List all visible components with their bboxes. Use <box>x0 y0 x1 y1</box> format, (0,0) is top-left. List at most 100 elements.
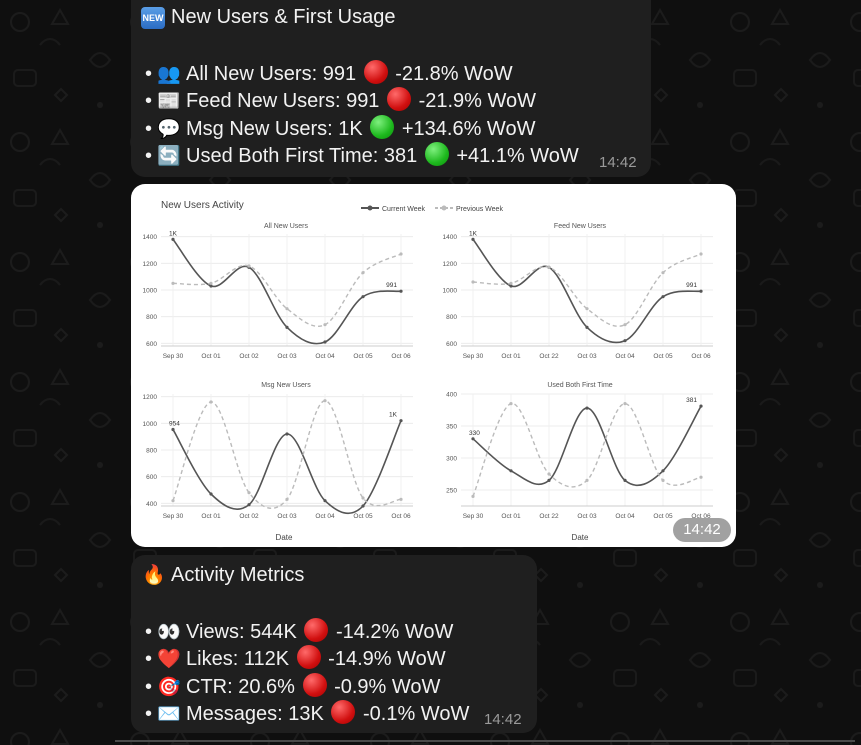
x-tick-label: Oct 03 <box>277 353 297 360</box>
x-tick-label: Oct 04 <box>315 513 335 520</box>
data-point-previous <box>623 402 627 406</box>
x-tick-label: Oct 06 <box>391 513 411 520</box>
y-tick-label: 800 <box>446 314 457 321</box>
message-title-row: NEW New Users & First Usage <box>141 5 396 29</box>
panel-title: Msg New Users <box>261 382 311 389</box>
legend-marker-previous <box>441 205 447 211</box>
y-tick-label: 800 <box>146 314 157 321</box>
y-tick-label: 1000 <box>143 288 158 295</box>
x-axis-label-left: Date <box>276 533 293 542</box>
chart-image-message[interactable]: New Users Activity Current Week Previous… <box>131 184 736 547</box>
data-point-current <box>323 499 327 503</box>
image-time: 14:42 <box>673 518 731 542</box>
data-point-previous <box>399 252 403 256</box>
bullet: • <box>145 118 153 140</box>
y-tick-label: 300 <box>446 456 457 463</box>
data-point-current <box>699 404 703 408</box>
metric-label: Used Both First Time: 381 <box>186 145 418 167</box>
input-divider <box>115 740 855 742</box>
y-tick-label: 600 <box>146 474 157 481</box>
data-point-current <box>399 289 403 293</box>
y-tick-label: 1000 <box>443 288 458 295</box>
data-point-previous <box>623 323 627 327</box>
y-tick-label: 600 <box>146 341 157 348</box>
x-tick-label: Oct 03 <box>277 513 297 520</box>
data-point-previous <box>285 497 289 501</box>
newspaper-icon: 📰 <box>157 90 181 112</box>
metric-line: • 👀 Views: 544K -14.2% WoW <box>145 618 453 644</box>
data-point-previous <box>509 402 513 406</box>
x-tick-label: Oct 02 <box>239 513 259 520</box>
data-point-previous <box>285 307 289 311</box>
message-bubble-activity[interactable]: 🔥 Activity Metrics • 👀 Views: 544K -14.2% W… <box>131 555 537 733</box>
legend-marker-current <box>367 205 373 211</box>
data-point-current <box>661 469 665 473</box>
data-point-current <box>585 325 589 329</box>
panel-title: Used Both First Time <box>547 382 612 389</box>
bullet: • <box>145 703 153 725</box>
data-point-previous <box>699 252 703 256</box>
x-tick-label: Oct 06 <box>691 513 711 520</box>
data-point-previous <box>585 478 589 482</box>
message-bubble-new-users[interactable]: NEW New Users & First Usage • 👥 All New Use… <box>131 0 651 177</box>
data-point-previous <box>471 494 475 498</box>
new-users-activity-chart: New Users Activity Current Week Previous… <box>143 200 713 542</box>
data-point-previous <box>699 475 703 479</box>
data-point-current <box>399 419 403 423</box>
metric-change: -0.1% WoW <box>363 703 470 725</box>
metric-change: -21.9% WoW <box>418 90 537 112</box>
data-point-previous <box>399 497 403 501</box>
data-point-current <box>509 284 513 288</box>
data-point-previous <box>209 400 213 404</box>
metric-label: Messages: 13K <box>186 703 324 725</box>
metric-change: +41.1% WoW <box>456 145 579 167</box>
metric-label: Msg New Users: 1K <box>186 118 363 140</box>
panel-title: All New Users <box>264 223 308 230</box>
data-point-previous <box>509 281 513 285</box>
metric-label: Likes: 112K <box>186 648 290 670</box>
envelope-icon: ✉️ <box>157 703 181 725</box>
data-point-current <box>509 469 513 473</box>
red-circle-icon <box>304 618 329 642</box>
bullet: • <box>145 621 153 643</box>
target-icon: 🎯 <box>157 676 181 698</box>
metric-label: Feed New Users: 991 <box>186 90 380 112</box>
x-axis-label-right: Date <box>572 533 589 542</box>
metric-line: • 👥 All New Users: 991 -21.8% WoW <box>145 60 513 86</box>
data-point-previous <box>361 271 365 275</box>
metric-line: • 🔄 Used Both First Time: 381 +41.1% WoW <box>145 142 579 168</box>
data-point-current <box>547 478 551 482</box>
y-tick-label: 400 <box>446 392 457 399</box>
x-tick-label: Oct 22 <box>539 513 559 520</box>
x-tick-label: Sep 30 <box>163 513 184 520</box>
y-tick-label: 800 <box>146 448 157 455</box>
green-circle-icon <box>370 115 395 139</box>
data-point-current <box>247 503 251 507</box>
data-label: 1K <box>469 230 478 237</box>
data-label: 954 <box>169 420 180 427</box>
data-point-previous <box>547 472 551 476</box>
data-point-current <box>285 325 289 329</box>
metric-line: • ✉️ Messages: 13K -0.1% WoW <box>145 700 469 726</box>
metric-change: -0.9% WoW <box>334 676 441 698</box>
metric-label: Views: 544K <box>186 621 297 643</box>
red-circle-icon <box>387 87 411 111</box>
metric-line: • 🎯 CTR: 20.6% -0.9% WoW <box>145 673 440 699</box>
red-circle-icon <box>296 645 321 669</box>
message-title: New Users & First Usage <box>171 6 396 28</box>
x-tick-label: Oct 03 <box>577 513 597 520</box>
data-point-previous <box>323 399 327 403</box>
x-tick-label: Oct 05 <box>653 353 673 360</box>
message-time: 14:42 <box>484 711 522 728</box>
data-point-current <box>361 295 365 299</box>
data-point-previous <box>247 491 251 495</box>
y-tick-label: 600 <box>446 341 457 348</box>
chart-legend: Current Week Previous Week <box>361 205 503 213</box>
metric-line: • ❤️ Likes: 112K -14.9% WoW <box>145 645 446 671</box>
metric-change: +134.6% WoW <box>401 118 536 140</box>
x-tick-label: Sep 30 <box>463 513 484 520</box>
data-point-current <box>471 237 475 241</box>
metric-change: -14.2% WoW <box>335 621 454 643</box>
data-point-current <box>661 295 665 299</box>
red-circle-icon <box>331 700 356 724</box>
